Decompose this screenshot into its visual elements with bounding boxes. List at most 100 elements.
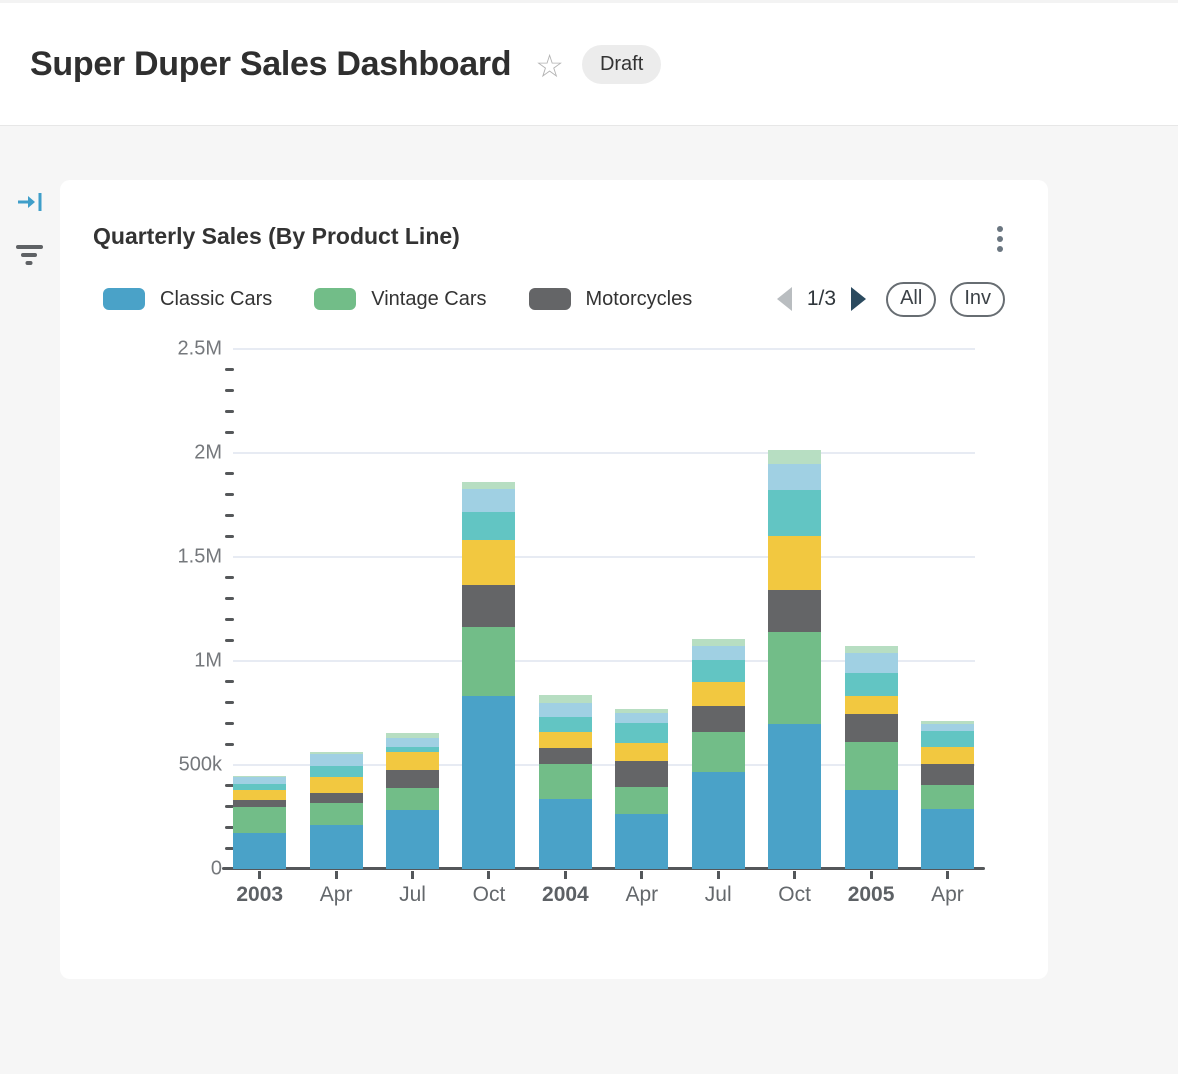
legend-item-motorcycles[interactable]: Motorcycles	[528, 288, 692, 311]
filter-icon[interactable]	[15, 242, 45, 268]
bar-segment[interactable]	[691, 732, 745, 772]
bar-segment[interactable]	[844, 672, 898, 697]
bar-segment[interactable]	[691, 682, 745, 706]
bar-segment[interactable]	[233, 806, 287, 834]
bar-segment[interactable]	[615, 723, 669, 743]
bar-segment[interactable]	[538, 716, 592, 733]
bar-2005-8	[844, 646, 898, 869]
x-axis-label: Apr	[319, 883, 353, 906]
bar-segment[interactable]	[462, 482, 516, 490]
bar-segment[interactable]	[233, 777, 287, 784]
bar-segment[interactable]	[233, 783, 287, 791]
bar-segment[interactable]	[462, 626, 516, 697]
bar-segment[interactable]	[691, 639, 745, 647]
bar-segment[interactable]	[386, 732, 440, 738]
bar-segment[interactable]	[615, 742, 669, 762]
bar-segment[interactable]	[386, 788, 440, 810]
bar-segment[interactable]	[691, 705, 745, 733]
bar-segment[interactable]	[233, 799, 287, 807]
bar-segment[interactable]	[462, 512, 516, 540]
x-axis-tick	[716, 871, 720, 879]
bar-segment[interactable]	[386, 770, 440, 789]
top-strip	[0, 0, 1178, 3]
x-axis-label: Oct	[778, 883, 811, 906]
y-minor-tick	[225, 597, 234, 601]
bar-segment[interactable]	[768, 632, 822, 724]
bar-segment[interactable]	[233, 833, 287, 869]
bar-segment[interactable]	[462, 696, 516, 869]
legend-prev-icon[interactable]	[776, 287, 792, 311]
legend-next-icon[interactable]	[851, 287, 867, 311]
bar-segment[interactable]	[920, 746, 974, 765]
bar-segment[interactable]	[615, 713, 669, 724]
bar-segment[interactable]	[844, 646, 898, 653]
bar-segment[interactable]	[920, 764, 974, 786]
bar-segment[interactable]	[920, 724, 974, 731]
bar-segment[interactable]	[233, 775, 287, 778]
bar-segment[interactable]	[920, 808, 974, 869]
bar-segment[interactable]	[768, 536, 822, 591]
bar-segment[interactable]	[233, 790, 287, 800]
bar-segment[interactable]	[309, 751, 363, 754]
bar-segment[interactable]	[309, 802, 363, 825]
bar-segment[interactable]	[920, 785, 974, 809]
bar-segment[interactable]	[691, 660, 745, 683]
bar-segment[interactable]	[386, 737, 440, 748]
y-minor-tick	[225, 430, 234, 434]
bar-segment[interactable]	[768, 590, 822, 633]
bar-segment[interactable]	[386, 747, 440, 752]
bar-segment[interactable]	[615, 787, 669, 815]
legend-item-vintage-cars[interactable]: Vintage Cars	[314, 288, 487, 311]
bar-segment[interactable]	[691, 646, 745, 661]
y-axis-label: 1.5M	[177, 545, 222, 568]
bar-segment[interactable]	[844, 790, 898, 869]
x-axis-label: Apr	[625, 883, 659, 906]
legend-inv-button[interactable]: Inv	[950, 281, 1005, 317]
bar-segment[interactable]	[462, 539, 516, 585]
bar-segment[interactable]	[615, 709, 669, 714]
bar-segment[interactable]	[309, 754, 363, 767]
expand-panel-icon[interactable]	[15, 188, 45, 216]
bar-apr-1	[309, 751, 363, 869]
bar-segment[interactable]	[920, 730, 974, 747]
kebab-menu-icon[interactable]	[993, 224, 1007, 254]
bar-segment[interactable]	[920, 720, 974, 725]
bar-segment[interactable]	[844, 652, 898, 673]
bar-segment[interactable]	[615, 814, 669, 869]
bar-segment[interactable]	[768, 723, 822, 869]
bar-segment[interactable]	[309, 777, 363, 794]
bar-segment[interactable]	[691, 771, 745, 869]
x-axis-label: 2005	[847, 883, 895, 906]
bar-segment[interactable]	[538, 798, 592, 869]
bar-segment[interactable]	[462, 489, 516, 513]
bar-segment[interactable]	[462, 584, 516, 627]
y-minor-tick	[225, 409, 234, 413]
x-axis-label: 2004	[542, 883, 589, 906]
y-minor-tick	[225, 805, 234, 809]
bar-segment[interactable]	[538, 748, 592, 765]
x-axis-label: Oct	[472, 883, 506, 906]
legend-all-button[interactable]: All	[886, 281, 937, 317]
bar-segment[interactable]	[309, 824, 363, 869]
bar-segment[interactable]	[768, 463, 822, 491]
bar-segment[interactable]	[538, 732, 592, 749]
bar-segment[interactable]	[615, 761, 669, 788]
bar-segment[interactable]	[386, 751, 440, 771]
bar-segment[interactable]	[844, 742, 898, 791]
bar-segment[interactable]	[844, 696, 898, 715]
bar-segment[interactable]	[538, 695, 592, 704]
bar-segment[interactable]	[309, 793, 363, 803]
star-icon[interactable]: ☆	[535, 48, 564, 84]
gridline	[233, 452, 975, 454]
legend-swatch	[528, 288, 571, 310]
bar-segment[interactable]	[538, 764, 592, 799]
bar-segment[interactable]	[768, 450, 822, 464]
legend-item-classic-cars[interactable]: Classic Cars	[103, 288, 272, 311]
bar-segment[interactable]	[309, 766, 363, 778]
y-minor-tick	[225, 493, 234, 497]
bar-segment[interactable]	[386, 809, 440, 869]
bar-segment[interactable]	[538, 703, 592, 717]
y-minor-tick	[225, 368, 234, 372]
bar-segment[interactable]	[768, 490, 822, 537]
bar-segment[interactable]	[844, 714, 898, 743]
